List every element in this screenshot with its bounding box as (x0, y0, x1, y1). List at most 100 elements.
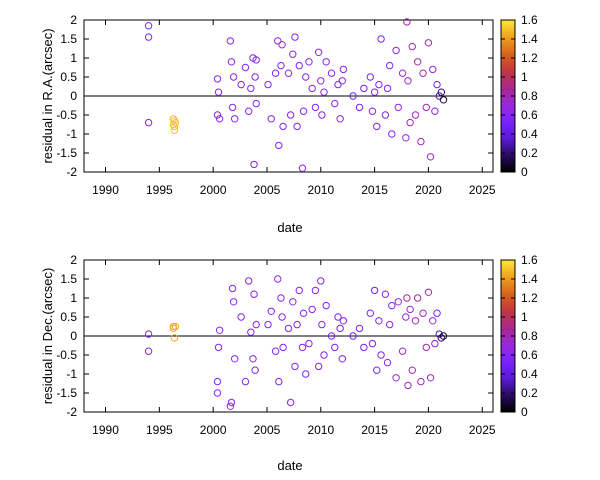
dec-data-point (284, 324, 293, 333)
dec-data-point (388, 301, 396, 310)
ra-data-point (291, 33, 299, 41)
ra-data-point (394, 103, 402, 112)
ra-data-point (250, 160, 258, 169)
ra-data-point (355, 103, 364, 112)
dec-data-point (318, 320, 326, 329)
ra-data-point (278, 41, 286, 49)
dec-data-point (394, 298, 402, 306)
dec-data-point (383, 358, 392, 367)
dec-data-point (429, 317, 437, 325)
dec-y-axis-label: residual in Dec.(arcsec) (40, 268, 55, 405)
ra-y-tick-label: 0.5 (60, 70, 77, 84)
ra-x-tick-label: 2015 (361, 183, 388, 197)
ra-data-point (426, 153, 435, 161)
ra-data-point (311, 103, 320, 112)
dec-data-point (278, 313, 286, 321)
ra-x-axis-label: date (277, 220, 302, 235)
ra-colorbar-tick-label: 0 (521, 165, 528, 179)
dec-data-point (298, 343, 307, 352)
ra-y-tick-label: -2 (66, 165, 77, 179)
ra-data-point (334, 80, 342, 89)
dec-x-tick-label: 2000 (200, 423, 227, 437)
ra-data-point (419, 69, 427, 77)
dec-data-point (267, 307, 275, 315)
ra-data-point (406, 118, 414, 127)
dec-x-tick-label: 2020 (415, 423, 442, 437)
ra-data-point (293, 122, 301, 131)
ra-colorbar-tick-label: 0.6 (521, 108, 538, 122)
ra-data-point (318, 111, 326, 119)
ra-data-point (417, 137, 425, 146)
dec-data-point (375, 317, 383, 325)
dec-data-point (392, 374, 400, 382)
dec-x-tick-label: 1990 (92, 423, 119, 437)
dec-data-point (422, 343, 430, 352)
dec-data-point (279, 343, 287, 352)
dec-data-point (403, 294, 411, 302)
dec-x-tick-label: 2015 (361, 423, 388, 437)
ra-data-point (298, 164, 307, 172)
ra-data-point (317, 77, 325, 85)
ra-data-point (144, 33, 153, 41)
dec-data-point (250, 290, 258, 298)
dec-x-tick-label: 2005 (254, 423, 281, 437)
ra-x-tick-label: 1995 (146, 183, 173, 197)
dec-colorbar-tick-label: 1.4 (521, 272, 538, 286)
dec-data-point (411, 317, 420, 325)
ra-data-point (144, 22, 153, 30)
dec-data-point (295, 286, 303, 295)
ra-data-point (368, 107, 377, 115)
dec-data-point (293, 320, 301, 329)
dec-data-point (327, 332, 336, 340)
dec-data-point (433, 309, 441, 317)
dec-data-point (213, 377, 222, 386)
ra-data-point (171, 118, 180, 127)
ra-y-axis-label: residual in R.A.(arcsec) (40, 28, 55, 163)
dec-data-point (431, 339, 439, 348)
ra-colorbar: 0 0.2 0.4 0.6 0.8 1 1.2 1.4 1.6 (500, 13, 538, 179)
dec-data-point (251, 366, 259, 374)
dec-y-tick-label: 1.5 (60, 272, 77, 286)
ra-data-point (295, 61, 303, 70)
dec-y-tick-label: -2 (66, 405, 77, 419)
ra-x-tick-label: 2025 (469, 183, 496, 197)
ra-data-point (252, 99, 260, 108)
dec-y-tick-label: -1 (66, 367, 77, 381)
dec-colorbar-tick-label: 0.4 (521, 367, 538, 381)
dec-data-point (404, 381, 412, 390)
ra-y-tick-label: 1.5 (60, 32, 77, 46)
ra-data-point (336, 115, 344, 123)
ra-data-point (322, 58, 330, 66)
ra-data-point (435, 92, 443, 100)
ra-data-point (170, 117, 179, 125)
dec-data-point (228, 284, 237, 293)
ra-y-tick-label: -1.5 (56, 146, 77, 160)
dec-data-point (349, 332, 357, 340)
ra-x-tick-label: 2000 (200, 183, 227, 197)
dec-data-point (424, 288, 433, 296)
ra-data-point (308, 84, 316, 93)
ra-data-point (229, 73, 238, 81)
ra-colorbar-tick-label: 0.8 (521, 89, 538, 103)
ra-data-point (226, 37, 235, 45)
ra-data-point (349, 92, 357, 100)
dec-data-point (406, 305, 414, 314)
ra-x-tick-label: 2020 (415, 183, 442, 197)
dec-data-point (320, 351, 328, 359)
ra-colorbar-tick-label: 1.4 (521, 32, 538, 46)
ra-y-tick-label: 2 (70, 13, 77, 27)
ra-data-point (286, 111, 295, 119)
ra-data-point (284, 69, 293, 77)
ra-data-point (144, 118, 153, 127)
ra-data-point (424, 39, 433, 47)
dec-colorbar-tick-label: 0 (521, 405, 528, 419)
dec-data-point (355, 324, 364, 333)
ra-data-point (366, 73, 374, 81)
dec-data-point (237, 313, 245, 321)
ra-data-point (392, 46, 400, 55)
dec-y-tick-label: 2 (70, 253, 77, 267)
dec-y-tick-label: 0.5 (60, 310, 77, 324)
dec-colorbar-tick-label: 0.8 (521, 329, 538, 343)
ra-y-tick-label: -0.5 (56, 108, 77, 122)
dec-data-point (308, 305, 316, 314)
